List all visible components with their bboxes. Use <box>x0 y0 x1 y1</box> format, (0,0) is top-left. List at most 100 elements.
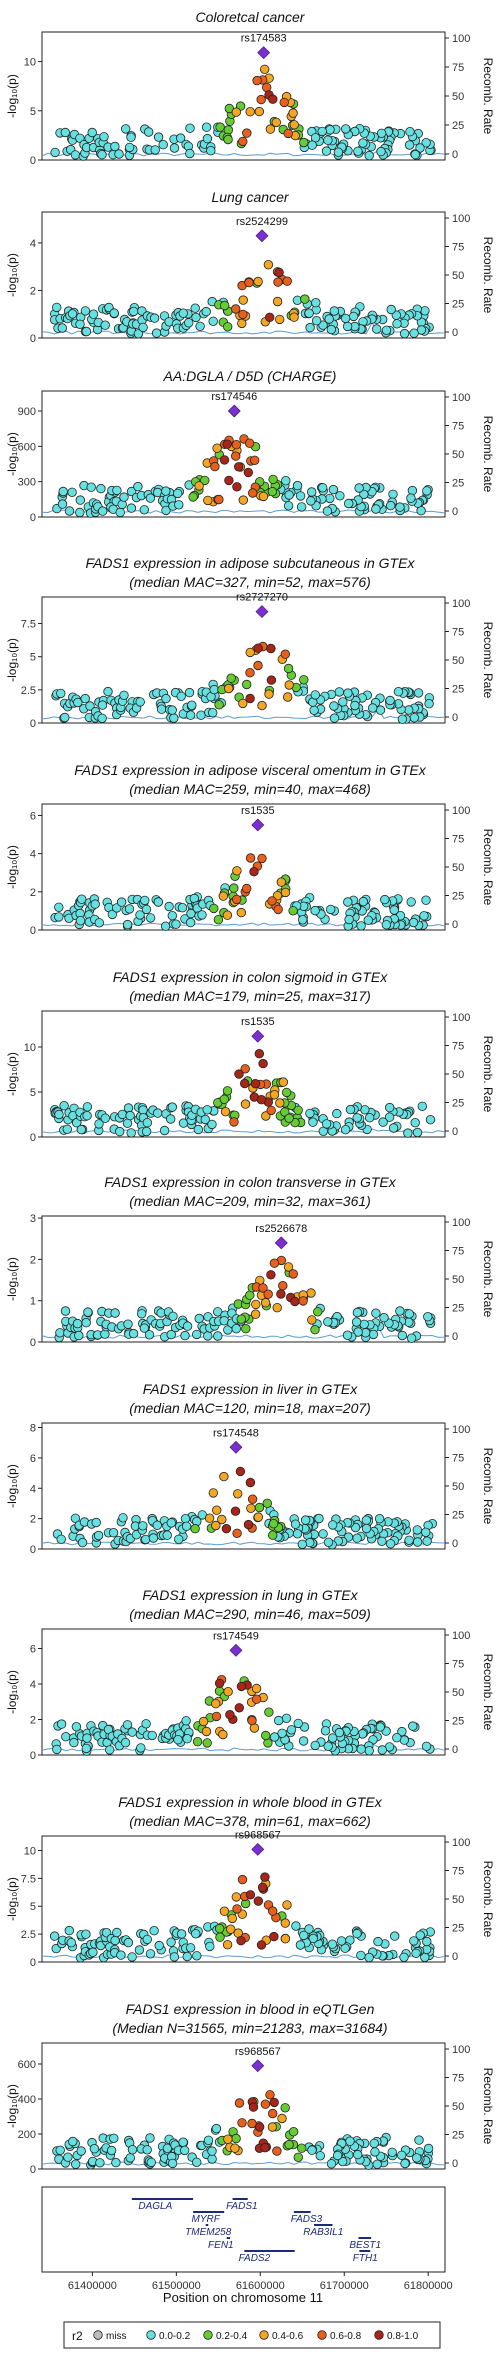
snp-point <box>238 136 248 147</box>
snp-point <box>278 1077 289 1087</box>
snp-point <box>204 1513 215 1523</box>
snp-point <box>177 903 188 913</box>
snp-point <box>125 1110 135 1121</box>
snp-point <box>175 133 186 143</box>
snp-point <box>202 1105 212 1115</box>
snp-point <box>179 2145 190 2156</box>
snp-point <box>149 1925 159 1936</box>
snp-point <box>323 1741 333 1752</box>
recomb-tick-label: 25 <box>452 891 464 903</box>
x-tick-label: 61400000 <box>68 2280 117 2292</box>
snp-point <box>240 1064 250 1074</box>
snp-point <box>378 1117 388 1127</box>
snp-point <box>60 712 70 723</box>
snp-point <box>279 97 289 108</box>
legend-label: 0.6-0.8 <box>330 2331 362 2342</box>
snp-point <box>281 1713 292 1724</box>
snp-point <box>397 2150 407 2161</box>
snp-point <box>417 1101 428 1112</box>
recomb-tick-label: 50 <box>452 1274 464 1286</box>
panel-title: FADS1 expression in lung in GTEx <box>142 1587 358 1603</box>
snp-point <box>390 1931 400 1941</box>
recomb-tick-label: 75 <box>452 62 464 74</box>
lead-snp-marker <box>255 229 269 243</box>
snp-point <box>233 462 244 472</box>
snp-point <box>182 1321 193 1331</box>
recomb-tick-label: 25 <box>452 684 464 696</box>
snp-point <box>321 146 332 156</box>
panel-title: AA:DGLA / D5D (CHARGE) <box>163 368 337 384</box>
snp-point <box>371 504 381 514</box>
panel-title: FADS1 expression in colon sigmoid in GTE… <box>113 969 388 985</box>
snp-point <box>166 1329 176 1340</box>
recomb-axis-title: Recomb. Rate <box>481 1861 495 1938</box>
snp-point <box>251 1694 262 1704</box>
snp-point <box>243 467 254 478</box>
snp-point <box>256 1940 267 1950</box>
snp-point <box>254 106 264 117</box>
snp-point <box>123 1319 133 1329</box>
snp-point <box>150 145 160 155</box>
recomb-tick-label: 50 <box>452 270 464 282</box>
panel-title: FADS1 expression in liver in GTEx <box>143 1381 358 1397</box>
snp-point <box>350 700 360 711</box>
snp-point <box>72 1318 83 1329</box>
snp-point <box>201 122 212 132</box>
snp-point <box>176 691 186 702</box>
lead-snp-label: rs1535 <box>241 1016 275 1028</box>
snp-point <box>67 309 78 319</box>
snp-point <box>318 320 328 330</box>
legend-label: 0.4-0.6 <box>272 2331 304 2342</box>
y-tick-label: 6 <box>30 1644 36 1656</box>
snp-point <box>334 1727 345 1738</box>
snp-point <box>73 697 83 708</box>
snp-point <box>230 2143 240 2153</box>
snp-point <box>174 500 184 510</box>
snp-point <box>191 2157 202 2168</box>
snp-point <box>283 128 293 139</box>
snp-point <box>277 2113 287 2124</box>
snp-point <box>208 1488 219 1498</box>
snp-point <box>119 690 129 701</box>
x-tick-label: 61600000 <box>236 2280 285 2292</box>
legend-label: 0.2-0.4 <box>216 2331 248 2342</box>
snp-point <box>353 146 363 157</box>
recomb-tick-label: 25 <box>452 299 464 311</box>
snp-point <box>265 124 276 134</box>
snp-point <box>375 1722 385 1732</box>
snp-point <box>288 1269 299 1279</box>
y-tick-label: 900 <box>18 406 36 418</box>
snp-point <box>421 895 431 905</box>
snp-point <box>245 1890 256 1900</box>
snp-point <box>237 1874 248 1885</box>
snp-point <box>364 150 374 161</box>
snp-point <box>219 300 230 311</box>
snp-point <box>80 693 90 704</box>
snp-point <box>250 1078 261 1089</box>
snp-point <box>192 1736 203 1747</box>
snp-point <box>372 324 382 334</box>
snp-point <box>222 1939 233 1950</box>
snp-point <box>385 1102 395 1113</box>
panel-title: FADS1 expression in colon transverse in … <box>104 1174 397 1190</box>
snp-point <box>147 1730 157 1741</box>
snp-point <box>420 306 430 316</box>
panel-title: FADS1 expression in whole blood in GTEx <box>118 1794 383 1810</box>
snp-point <box>288 108 298 118</box>
locus-panel-9: FADS1 expression in lung in GTEx (median … <box>5 1587 495 1762</box>
snp-point <box>266 675 277 685</box>
recomb-tick-label: 25 <box>452 1510 464 1522</box>
snp-point <box>178 308 189 318</box>
snp-point <box>145 2133 155 2143</box>
y-tick-label: 200 <box>18 2129 36 2141</box>
snp-point <box>210 1698 221 1709</box>
snp-point <box>104 1745 115 1755</box>
recomb-tick-label: 100 <box>452 1217 470 1229</box>
snp-point <box>176 1929 187 1939</box>
recomb-axis-title: Recomb. Rate <box>481 1448 495 1525</box>
snp-point <box>96 483 106 494</box>
lead-snp-marker <box>251 818 265 832</box>
gene-track: DAGLA FADS1 MYRF FADS3 TMEM258 RAB3IL1 FEN1 BES… <box>41 2186 453 2305</box>
snp-point <box>75 916 86 926</box>
